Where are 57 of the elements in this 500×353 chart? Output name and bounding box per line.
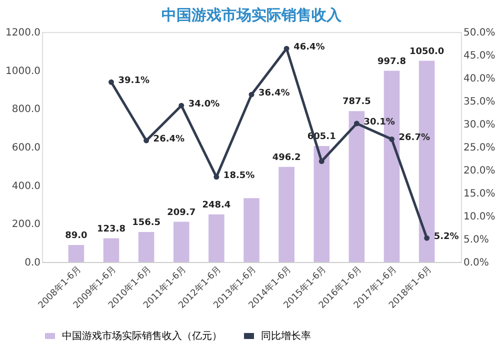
legend-label: 中国游戏市场实际销售收入（亿元） — [62, 330, 222, 342]
point — [354, 120, 360, 126]
data-label: 156.5 — [132, 218, 161, 228]
bar — [103, 238, 120, 262]
data-label: 34.0% — [188, 100, 220, 110]
point — [284, 46, 290, 52]
y-tick-label: 600.0 — [12, 142, 40, 154]
y-tick-label: 200.0 — [12, 219, 40, 230]
data-label: 496.2 — [272, 152, 301, 163]
y-tick-label: 1200.0 — [6, 28, 40, 38]
bar — [173, 222, 190, 262]
y2-tick-label: 0.0% — [464, 258, 489, 268]
bar — [68, 244, 84, 262]
y2-tick-label: 35.0% — [464, 96, 496, 108]
y2-tick-label: 50.0% — [464, 28, 496, 38]
y2-tick-label: 5.0% — [464, 234, 489, 246]
data-label: 46.4% — [294, 42, 325, 53]
point — [318, 158, 324, 164]
data-label: 26.7% — [398, 133, 430, 144]
y2-tick-label: 25.0% — [464, 142, 496, 154]
y2-tick-label: 10.0% — [464, 212, 496, 222]
data-label: 39.1% — [118, 76, 150, 86]
point — [389, 136, 394, 142]
y2-tick-label: 30.0% — [464, 120, 496, 130]
y2-tick-label: 45.0% — [464, 50, 496, 62]
y2-tick-label: 15.0% — [464, 188, 496, 200]
data-label: 1050.0 — [409, 46, 444, 57]
data-label: 209.7 — [167, 208, 196, 218]
data-label: 89.0 — [65, 230, 88, 241]
data-label: 36.4% — [258, 88, 290, 99]
data-label: 787.5 — [342, 97, 371, 108]
y-tick-label: 1000.0 — [6, 66, 40, 77]
data-label: 5.2% — [434, 232, 459, 242]
y-tick-label: 800.0 — [12, 104, 40, 116]
y2-tick-label: 40.0% — [464, 74, 496, 84]
point — [248, 92, 254, 98]
bar — [348, 111, 365, 262]
y-tick-label: 400.0 — [12, 180, 40, 192]
bar — [208, 214, 224, 262]
point — [108, 79, 114, 85]
bar — [244, 198, 260, 262]
chart-title: 中国游戏市场实际销售收入 — [162, 6, 342, 24]
point — [178, 102, 184, 108]
bar — [314, 146, 330, 262]
data-label: 26.4% — [153, 134, 185, 145]
y2-tick-label: 20.0% — [464, 166, 496, 176]
y-tick-label: 0.0 — [24, 258, 40, 268]
data-label: 123.8 — [97, 224, 126, 234]
data-label: 248.4 — [202, 200, 231, 210]
bar — [138, 232, 154, 262]
bar — [278, 166, 294, 262]
point — [144, 138, 150, 144]
data-label: 18.5% — [223, 170, 255, 181]
data-label: 997.8 — [378, 56, 406, 67]
legend-label: 同比增长率 — [261, 330, 311, 342]
data-label: 30.1% — [364, 118, 395, 128]
point — [424, 235, 430, 241]
